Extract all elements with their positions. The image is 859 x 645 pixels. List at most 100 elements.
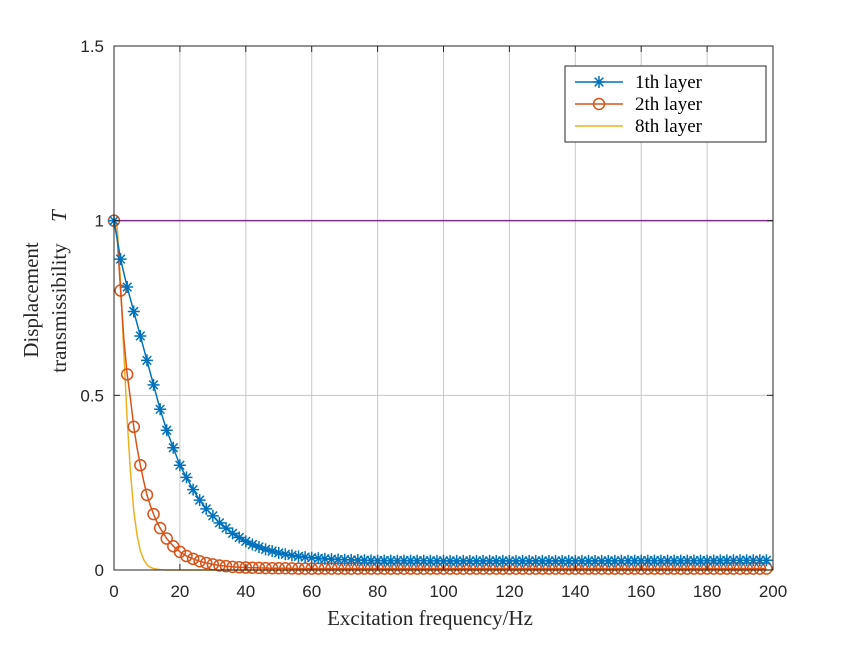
data-point bbox=[279, 562, 292, 575]
data-point bbox=[246, 538, 259, 551]
data-point bbox=[562, 554, 575, 567]
data-point bbox=[529, 554, 542, 567]
x-tick-label: 80 bbox=[368, 582, 387, 601]
data-point bbox=[232, 560, 246, 574]
data-point bbox=[246, 561, 259, 574]
data-point bbox=[266, 545, 279, 558]
data-point bbox=[687, 554, 700, 567]
data-point bbox=[674, 554, 687, 567]
data-point bbox=[140, 354, 153, 367]
ticks: 0 20 40 60 80 100 120 140 160 180 200 0 0.5 1 1.5 bbox=[80, 37, 787, 601]
data-point bbox=[628, 554, 641, 567]
data-point bbox=[127, 305, 140, 318]
data-point bbox=[417, 554, 430, 567]
x-tick-label: 0 bbox=[109, 582, 118, 601]
legend-item: 1th layer bbox=[575, 72, 703, 93]
data-point bbox=[569, 554, 582, 567]
data-point bbox=[701, 554, 714, 567]
data-point bbox=[523, 554, 536, 567]
x-tick-label: 140 bbox=[561, 582, 589, 601]
data-point bbox=[351, 554, 364, 567]
data-point bbox=[180, 471, 193, 484]
data-point bbox=[608, 554, 621, 567]
data-point bbox=[411, 554, 424, 567]
data-point bbox=[193, 555, 206, 568]
data-point bbox=[457, 554, 470, 567]
data-point bbox=[595, 554, 608, 567]
y-axis-title-symbol: T bbox=[47, 209, 71, 222]
data-point bbox=[378, 554, 391, 567]
data-point bbox=[477, 554, 490, 567]
x-tick-label: 200 bbox=[759, 582, 787, 601]
data-point bbox=[444, 554, 457, 567]
data-point bbox=[180, 549, 193, 563]
data-point bbox=[272, 546, 285, 559]
legend-item: 2th layer bbox=[575, 94, 703, 115]
data-point bbox=[740, 554, 753, 567]
data-point bbox=[285, 562, 299, 575]
data-point bbox=[292, 550, 305, 563]
y-axis-title-line2: transmissibility bbox=[47, 243, 71, 373]
data-point bbox=[140, 488, 154, 502]
data-point bbox=[120, 368, 134, 381]
data-point bbox=[298, 562, 312, 575]
data-point bbox=[424, 554, 437, 567]
data-point bbox=[345, 553, 358, 566]
series-layer bbox=[107, 214, 773, 575]
legend-label: 8th layer bbox=[635, 116, 703, 137]
data-point bbox=[114, 253, 127, 266]
x-tick-label: 40 bbox=[236, 582, 255, 601]
data-point bbox=[681, 554, 694, 567]
data-point bbox=[114, 284, 127, 297]
data-point bbox=[635, 554, 648, 567]
data-point bbox=[312, 552, 325, 565]
data-point bbox=[219, 559, 233, 573]
data-point bbox=[259, 561, 272, 575]
data-point bbox=[305, 551, 318, 564]
data-point bbox=[760, 554, 773, 567]
data-point bbox=[582, 554, 595, 567]
data-point bbox=[450, 554, 463, 567]
legend-label: 1th layer bbox=[635, 72, 703, 93]
data-point bbox=[173, 459, 186, 472]
data-point bbox=[463, 554, 476, 567]
data-point bbox=[338, 553, 351, 566]
data-point bbox=[147, 507, 160, 521]
data-point bbox=[720, 554, 733, 567]
x-axis-title: Excitation frequency/Hz bbox=[327, 606, 533, 630]
data-point bbox=[200, 502, 213, 515]
y-axis-title: Displacement bbox=[19, 242, 43, 358]
data-point bbox=[292, 562, 305, 575]
data-point bbox=[318, 552, 331, 565]
data-point bbox=[153, 521, 167, 535]
data-point bbox=[365, 554, 378, 567]
data-point bbox=[239, 561, 253, 574]
data-point bbox=[160, 424, 173, 437]
data-point bbox=[404, 554, 417, 567]
data-point bbox=[325, 553, 338, 566]
data-point bbox=[615, 554, 628, 567]
data-point bbox=[186, 552, 200, 566]
x-tick-label: 120 bbox=[495, 582, 523, 601]
data-point bbox=[332, 553, 345, 566]
data-point bbox=[549, 554, 562, 567]
data-point bbox=[206, 509, 219, 522]
data-point bbox=[127, 420, 141, 434]
data-point bbox=[747, 554, 760, 567]
data-point bbox=[516, 554, 529, 567]
data-point bbox=[503, 554, 516, 567]
data-point bbox=[173, 545, 187, 559]
data-point bbox=[668, 554, 681, 567]
x-tick-label: 180 bbox=[693, 582, 721, 601]
series-1th-layer bbox=[108, 214, 773, 567]
data-point bbox=[252, 561, 266, 575]
data-point bbox=[233, 531, 246, 544]
data-point bbox=[490, 554, 503, 567]
data-point bbox=[391, 554, 404, 567]
data-point bbox=[575, 554, 588, 567]
y-tick-label: 0 bbox=[95, 561, 104, 580]
data-point bbox=[641, 554, 654, 567]
data-point bbox=[220, 522, 233, 535]
